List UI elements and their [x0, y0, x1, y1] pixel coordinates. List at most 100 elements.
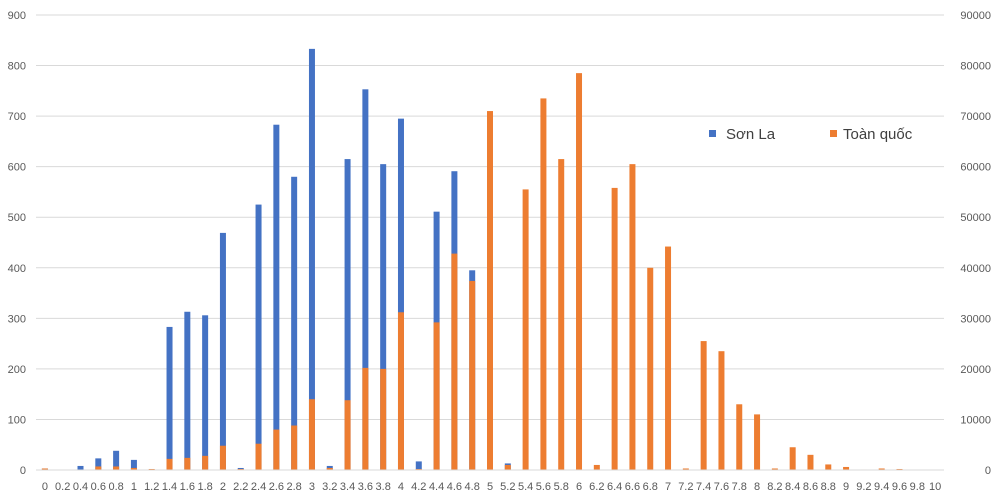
bar-son-la [113, 450, 120, 470]
x-axis-tick-label: 5.6 [536, 481, 551, 493]
left-axis-tick-label: 200 [8, 364, 26, 376]
bar-son-la [344, 159, 351, 471]
left-axis-tick-label: 700 [8, 111, 26, 123]
x-axis-tick-label: 2.4 [251, 481, 266, 493]
legend-item-toan-quoc: Toàn quốc [830, 126, 913, 143]
bar-son-la [95, 458, 102, 470]
x-axis-tick-label: 0 [42, 481, 48, 493]
left-axis-tick-label: 0 [20, 465, 26, 477]
x-axis: 0 0.2 0.4 0.6 0.8 1 1.2 1.4 1.6 1.8 2 2.2 2.4 2.6 2.8 3… [36, 469, 944, 493]
x-axis-tick-label: 1 [131, 481, 137, 493]
bar-toan-quoc [362, 367, 369, 470]
bar-toan-quoc [380, 368, 387, 470]
x-axis-tick-label: 5.8 [554, 481, 569, 493]
left-axis-tick-label: 900 [8, 10, 26, 22]
x-axis-tick-label: 0.4 [73, 481, 88, 493]
bar-toan-quoc [487, 111, 493, 471]
bar-toan-quoc [202, 455, 209, 470]
bar-toan-quoc [113, 466, 120, 470]
bar-toan-quoc [433, 322, 440, 470]
bar-toan-quoc [344, 400, 351, 470]
legend-item-son-la: Sơn La [709, 126, 776, 143]
right-axis-tick-label: 70000 [960, 111, 991, 123]
right-axis-tick-label: 40000 [960, 263, 991, 275]
bar-toan-quoc [308, 399, 315, 470]
bar-son-la [255, 204, 262, 471]
left-axis-tick-label: 800 [8, 61, 26, 73]
bar-toan-quoc [754, 414, 761, 470]
x-axis-tick-label: 6.2 [589, 481, 604, 493]
x-axis-tick-label: 4.4 [429, 481, 444, 493]
bar-toan-quoc [469, 280, 476, 470]
x-axis-tick-label: 10 [929, 481, 941, 493]
x-axis-tick-label: 6.6 [625, 481, 640, 493]
x-axis-tick-label: 0.2 [55, 481, 70, 493]
bar-toan-quoc [665, 246, 672, 470]
bar-toan-quoc [184, 457, 191, 470]
left-axis-tick-label: 300 [8, 313, 26, 325]
bar-toan-quoc [736, 404, 743, 470]
x-axis-tick-label: 7.2 [678, 481, 693, 493]
left-axis-tick-label: 500 [8, 212, 26, 224]
bar-toan-quoc [700, 341, 707, 470]
x-axis-tick-label: 1.6 [180, 481, 195, 493]
bar-toan-quoc [825, 464, 832, 470]
x-axis-tick-label: 6.8 [643, 481, 658, 493]
bar-toan-quoc [415, 468, 422, 470]
x-axis-tick-label: 6 [576, 481, 582, 493]
bar-toan-quoc [504, 464, 511, 470]
bar-toan-quoc [718, 351, 725, 470]
bar-toan-quoc [878, 468, 885, 470]
left-axis-tick-label: 100 [8, 414, 26, 426]
x-axis-tick-label: 3.2 [322, 481, 337, 493]
bar-toan-quoc [148, 468, 155, 470]
x-axis-tick-label: 8.2 [767, 481, 782, 493]
bar-toan-quoc [130, 467, 137, 470]
legend: Sơn La Toàn quốc [709, 126, 913, 143]
bars [41, 48, 903, 471]
bar-son-la [380, 164, 387, 470]
x-axis-tick-label: 8.4 [785, 481, 800, 493]
x-axis-tick-label: 4 [398, 481, 404, 493]
right-axis: 0 10000 20000 30000 40000 50000 60000 70000 8000… [960, 10, 991, 477]
x-axis-tick-label: 1.8 [197, 481, 212, 493]
bar-son-la [415, 461, 422, 470]
bar-son-la [362, 89, 369, 471]
bar-son-la [166, 326, 173, 470]
left-axis: 0 100 200 300 400 500 600 700 800 900 [8, 10, 26, 477]
bar-son-la [308, 48, 315, 470]
x-axis-tick-label: 2.6 [269, 481, 284, 493]
bar-toan-quoc [682, 468, 689, 470]
left-axis-tick-label: 600 [8, 162, 26, 174]
bar-toan-quoc [896, 468, 903, 470]
bar-toan-quoc [397, 312, 404, 470]
legend-label-son-la: Sơn La [726, 126, 776, 143]
right-axis-tick-label: 60000 [960, 162, 991, 174]
x-axis-tick-label: 5 [487, 481, 493, 493]
right-axis-tick-label: 80000 [960, 61, 991, 73]
x-axis-tick-label: 8 [754, 481, 760, 493]
bar-toan-quoc [41, 468, 48, 470]
bar-toan-quoc [647, 267, 654, 470]
legend-swatch-toan-quoc [830, 130, 837, 137]
right-axis-tick-label: 10000 [960, 414, 991, 426]
bar-toan-quoc [611, 187, 618, 470]
bar-toan-quoc [558, 159, 565, 471]
bar-son-la [202, 315, 209, 470]
x-axis-tick-label: 6.4 [607, 481, 622, 493]
bar-toan-quoc [326, 467, 333, 470]
x-axis-tick-label: 5.2 [500, 481, 515, 493]
bar-son-la [291, 176, 298, 470]
right-axis-tick-label: 30000 [960, 313, 991, 325]
bar-son-la [77, 465, 84, 470]
x-axis-tick-label: 2 [220, 481, 226, 493]
bar-son-la [130, 459, 137, 470]
x-axis-tick-label: 2.8 [287, 481, 302, 493]
x-axis-tick-label: 9.6 [892, 481, 907, 493]
x-axis-tick-label: 7.6 [714, 481, 729, 493]
bar-toan-quoc [219, 445, 226, 470]
x-axis-tick-label: 7.4 [696, 481, 711, 493]
